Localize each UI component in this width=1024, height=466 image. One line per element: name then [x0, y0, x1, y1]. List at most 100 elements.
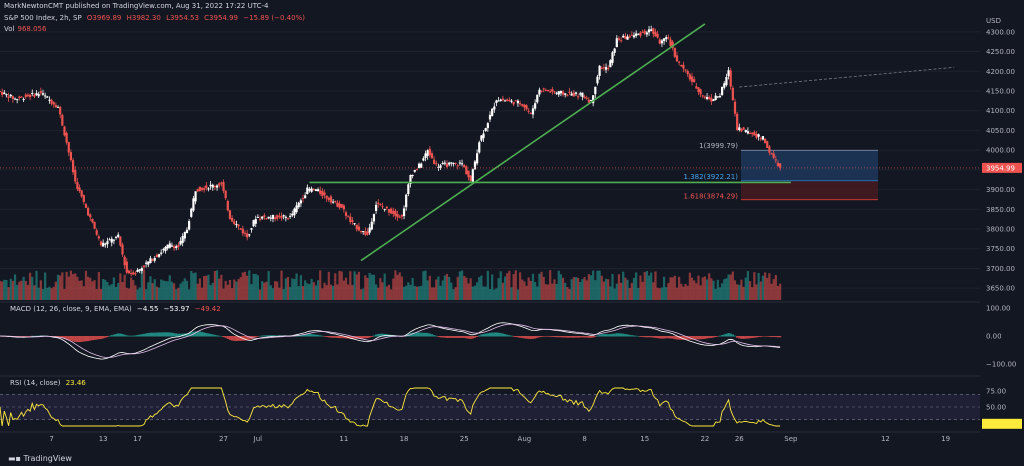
candle-body: [372, 214, 376, 222]
volume-bar: [179, 283, 182, 300]
macd-hist-bar: [478, 335, 481, 337]
candle-body: [50, 99, 53, 104]
volume-bar: [44, 272, 47, 300]
candle-body: [546, 90, 550, 92]
volume-bar: [149, 276, 152, 300]
volume-bar: [265, 281, 268, 300]
candle-body: [727, 70, 730, 77]
volume-bar: [3, 279, 6, 300]
candle-body: [291, 213, 294, 216]
candle-body: [465, 166, 468, 175]
macd-hist-bar: [476, 336, 479, 337]
candle-body: [413, 170, 416, 172]
volume-bar: [48, 286, 51, 300]
volume-bar: [222, 288, 225, 300]
macd-hist-bar: [598, 334, 601, 337]
candle-body: [467, 170, 470, 178]
macd-hist-bar: [497, 332, 500, 337]
candle-body: [759, 138, 762, 140]
macd-hist-bar: [188, 333, 191, 337]
candle-body: [561, 91, 565, 95]
candle-body: [80, 190, 83, 197]
macd-hist-bar: [721, 335, 724, 337]
volume-bar: [52, 286, 55, 300]
volume-bar: [508, 270, 511, 300]
candle-body: [656, 33, 659, 38]
volume-bar: [74, 273, 77, 300]
candle-body: [20, 96, 23, 98]
macd-hist-bar: [80, 336, 83, 342]
volume-bar: [546, 284, 550, 300]
volume-bar: [497, 278, 500, 300]
macd-hist-bar: [370, 336, 373, 337]
macd-hist-bar: [422, 332, 425, 337]
macd-hist-bar: [35, 335, 38, 337]
macd-hist-bar: [132, 335, 135, 337]
volume-bar: [581, 279, 584, 300]
macd-hist-bar: [185, 333, 189, 337]
macd-hist-bar: [718, 335, 722, 337]
macd-hist-bar: [503, 334, 507, 337]
candle-body: [114, 236, 118, 238]
macd-hist-bar: [557, 336, 560, 338]
macd-hist-bar: [559, 336, 563, 338]
volume-bar: [731, 271, 734, 300]
volume-bar: [332, 285, 335, 300]
macd-hist-bar: [682, 336, 685, 340]
price-tick-label: 4100.00: [986, 107, 1015, 115]
macd-hist-bar: [91, 336, 94, 341]
volume-bar: [542, 276, 545, 300]
candle-body: [1, 91, 4, 95]
candle-body: [338, 203, 341, 208]
candle-body: [456, 165, 459, 167]
candle-body: [549, 91, 552, 93]
macd-hist-bar: [757, 336, 760, 338]
volume-bar: [231, 288, 234, 300]
volume-bar: [770, 283, 773, 300]
volume-bar: [443, 275, 446, 300]
volume-bar: [286, 276, 290, 300]
candle-body: [693, 79, 696, 82]
volume-bar: [553, 279, 556, 300]
candle-body: [207, 188, 210, 190]
candle-body: [321, 190, 324, 197]
macd-hist-bar: [684, 336, 687, 340]
macd-hist-bar: [613, 333, 616, 337]
macd-hist-bar: [239, 336, 242, 341]
axes: USD 4300.00 4250.00 4200.00 4150.00 4100.00 40…: [49, 0, 1024, 466]
candle-body: [310, 188, 313, 192]
volume-bar: [357, 271, 361, 300]
candle-body: [695, 86, 698, 89]
macd-hist-bar: [157, 332, 161, 337]
candle-body: [132, 272, 135, 275]
macd-hist-bar: [675, 336, 679, 340]
candle-body: [327, 197, 330, 201]
macd-hist-bar: [114, 333, 118, 337]
volume-bar: [422, 271, 425, 300]
volume-bar: [267, 271, 270, 300]
macd-hist-bar: [172, 333, 176, 337]
volume-bar: [282, 289, 285, 300]
macd-hist-bar: [162, 332, 165, 337]
currency-label: USD: [986, 17, 1001, 25]
volume-bar: [733, 280, 737, 300]
macd-hist-bar: [443, 336, 446, 338]
volume-bar: [469, 278, 472, 300]
volume-bar: [157, 287, 161, 300]
volume-bar: [486, 270, 489, 300]
price-tick-label: 4200.00: [986, 68, 1015, 76]
macd-tick-label: 100.00: [986, 305, 1011, 313]
candle-body: [482, 133, 485, 139]
macd-hist-bar: [138, 334, 141, 337]
candle-body: [443, 162, 446, 164]
ohlc-close: C3954.99: [204, 14, 238, 22]
volume-bar: [102, 279, 105, 300]
time-tick-label: 27: [219, 435, 228, 443]
candle-body: [497, 100, 500, 102]
macd-hist-bar: [639, 336, 642, 337]
volume-bar: [540, 271, 543, 300]
candle-body: [286, 218, 290, 220]
volume-bar: [381, 282, 384, 300]
macd-hist-bar: [574, 336, 578, 338]
